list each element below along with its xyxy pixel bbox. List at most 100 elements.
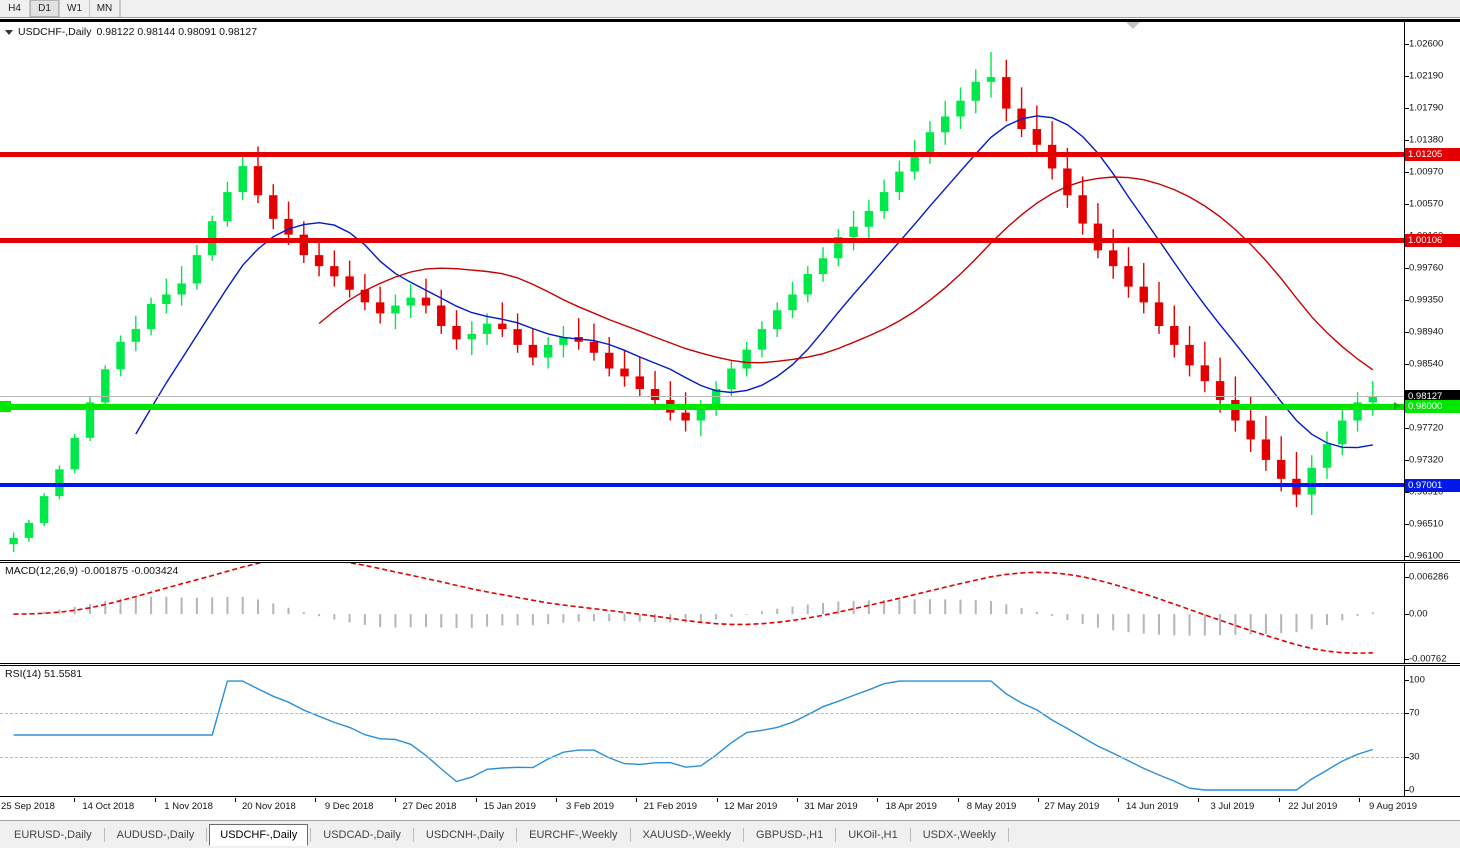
time-axis-tick: 31 Mar 2019 [804, 801, 858, 812]
price-plot-area[interactable]: USDCHF-,Daily 0.98122 0.98144 0.98091 0.… [0, 22, 1405, 560]
price-tag-support-green[interactable]: 0.98000 [1405, 400, 1460, 414]
price-tag-resistance-1[interactable]: 1.01205 [1405, 147, 1460, 161]
rsi-axis-tick: 100 [1409, 674, 1425, 686]
rsi-indicator-label: RSI(14) 51.5581 [5, 668, 83, 680]
price-axis-tick: 1.00570 [1409, 198, 1444, 210]
price-axis-tick: 1.02190 [1409, 70, 1444, 82]
chart-tab-eurchf--weekly[interactable]: EURCHF-,Weekly [529, 828, 618, 841]
time-axis-tick: 25 Sep 2018 [1, 801, 55, 812]
timeframe-button-d1[interactable]: D1 [30, 0, 60, 17]
chart-tab-ukoil--h1[interactable]: UKOil-,H1 [848, 828, 898, 841]
rsi-axis-tick: 70 [1409, 707, 1420, 719]
time-axis-tickmark [877, 798, 879, 802]
chart-tab-usdchf--daily[interactable]: USDCHF-,Daily [209, 823, 309, 846]
time-axis-tick: 15 Jan 2019 [483, 801, 536, 812]
price-axis-tick: 0.97320 [1409, 454, 1444, 466]
timeframe-label: D1 [38, 3, 51, 14]
chart-tab-audusd--daily[interactable]: AUDUSD-,Daily [116, 828, 195, 841]
time-axis-tick: 9 Aug 2019 [1368, 801, 1418, 812]
timeframe-button-h4[interactable]: H4 [0, 0, 30, 17]
time-axis-tick: 20 Nov 2018 [241, 801, 296, 812]
price-axis-tickmark [1405, 523, 1409, 525]
price-axis-tick: 1.01380 [1409, 134, 1444, 146]
price-axis-tickmark [1405, 492, 1409, 494]
current-price-line [0, 396, 1404, 398]
chart-tab-usdcad--daily[interactable]: USDCAD-,Daily [323, 828, 401, 841]
macd-plot-area[interactable]: MACD(12,26,9) -0.001875 -0.003424 [0, 563, 1405, 663]
chart-tab-eurusd--daily[interactable]: EURUSD-,Daily [14, 828, 92, 841]
macd-axis-tick: -0.00762 [1409, 653, 1447, 665]
time-axis-tickmark [1198, 798, 1200, 802]
timeframe-button-w1[interactable]: W1 [60, 0, 90, 17]
time-axis-tick: 3 Jul 2019 [1210, 801, 1255, 812]
support-line-green[interactable] [0, 404, 1404, 411]
rsi-axis-tickmark [1405, 757, 1409, 758]
symbol-name: USDCHF-,Daily [18, 26, 92, 38]
rsi-axis-tick: 0 [1409, 784, 1415, 796]
price-axis-tickmark [1405, 267, 1409, 269]
chart-tab-bar: EURUSD-,Daily AUDUSD-,Daily USDCHF-,Daily U… [0, 820, 1460, 848]
time-axis-tickmark [1037, 798, 1039, 802]
price-axis-tickmark [1405, 459, 1409, 461]
price-axis-tick: 0.99760 [1409, 262, 1444, 274]
time-axis-tickmark [716, 798, 718, 802]
support-line-blue[interactable] [0, 483, 1404, 488]
macd-series [12, 563, 1374, 655]
price-tag-resistance-2[interactable]: 1.00106 [1405, 234, 1460, 248]
time-axis-tickmark [74, 798, 76, 802]
symbol-info-label: USDCHF-,Daily 0.98122 0.98144 0.98091 0.… [5, 26, 257, 38]
rsi-panel[interactable]: RSI(14) 51.5581 100 70 30 0 [0, 665, 1460, 797]
toolbar-spacer [120, 0, 1460, 17]
time-axis-tick: 27 Dec 2018 [402, 801, 457, 812]
time-axis-tick: 3 Feb 2019 [566, 801, 615, 812]
support-line-handle-left[interactable] [0, 401, 11, 413]
rsi-plot-area[interactable]: RSI(14) 51.5581 [0, 666, 1405, 796]
timeframe-label: MN [96, 3, 113, 14]
time-axis-tickmark [957, 798, 959, 802]
timeframe-label: W1 [67, 3, 82, 14]
rsi-scale-axis[interactable]: 100 70 30 0 [1405, 666, 1460, 796]
support-line-handle-right[interactable] [1394, 402, 1401, 411]
price-tag-support-blue[interactable]: 0.97001 [1405, 479, 1460, 493]
macd-scale-axis[interactable]: 0.006286 0.00 -0.00762 [1405, 563, 1460, 665]
timeframe-button-mn[interactable]: MN [90, 0, 120, 17]
chevron-down-icon[interactable] [5, 29, 13, 35]
price-axis-tick: 0.99350 [1409, 294, 1444, 306]
chart-tab-gbpusd--h1[interactable]: GBPUSD-,H1 [755, 828, 824, 841]
tab-separator [835, 827, 837, 842]
tab-separator [310, 827, 312, 842]
time-axis-tickmark [395, 798, 397, 802]
tab-separator [412, 827, 414, 842]
price-chart-panel[interactable]: USDCHF-,Daily 0.98122 0.98144 0.98091 0.… [0, 21, 1460, 562]
time-axis-tick: 9 Dec 2018 [324, 801, 374, 812]
time-axis-tick: 18 Apr 2019 [885, 801, 937, 812]
chart-tab-usdx--weekly[interactable]: USDX-,Weekly [922, 828, 996, 841]
price-axis-tick: 0.96100 [1409, 550, 1444, 562]
time-axis-tickmark [1118, 798, 1120, 802]
macd-panel[interactable]: MACD(12,26,9) -0.001875 -0.003424 0.0062… [0, 562, 1460, 665]
price-axis-tick: 0.97720 [1409, 422, 1444, 434]
time-axis-tickmark [475, 798, 477, 802]
price-axis-tickmark [1405, 556, 1409, 557]
macd-axis-tickmark [1405, 614, 1409, 616]
price-axis-tickmark [1405, 76, 1409, 78]
price-axis-tick: 0.98540 [1409, 358, 1444, 370]
rsi-axis-tickmark [1405, 790, 1409, 791]
chart-frame: USDCHF-,Daily 0.98122 0.98144 0.98091 0.… [0, 19, 1460, 822]
chart-tab-usdcnh--daily[interactable]: USDCNH-,Daily [425, 828, 505, 841]
candlestick-series [9, 51, 1378, 553]
price-scale-axis[interactable]: 0.96100 0.96510 0.96910 0.97320 0.97720 0.981… [1405, 22, 1460, 562]
resistance-line-2[interactable] [0, 238, 1404, 244]
price-axis-tick: 1.01790 [1409, 102, 1444, 114]
time-axis-tickmark [1278, 798, 1280, 802]
chart-tab-xauusd--weekly[interactable]: XAUUSD-,Weekly [642, 828, 731, 841]
time-axis-tick: 14 Oct 2018 [82, 801, 135, 812]
collapse-triangle-icon[interactable] [1126, 22, 1140, 29]
time-axis-tickmark [556, 798, 558, 802]
tab-separator [1007, 827, 1009, 842]
price-axis-tickmark [1405, 107, 1409, 109]
time-axis-tickmark [234, 798, 236, 802]
price-tag-current[interactable]: 0.98127 [1405, 390, 1460, 404]
price-axis-tickmark [1405, 203, 1409, 205]
resistance-line-1[interactable] [0, 151, 1404, 157]
